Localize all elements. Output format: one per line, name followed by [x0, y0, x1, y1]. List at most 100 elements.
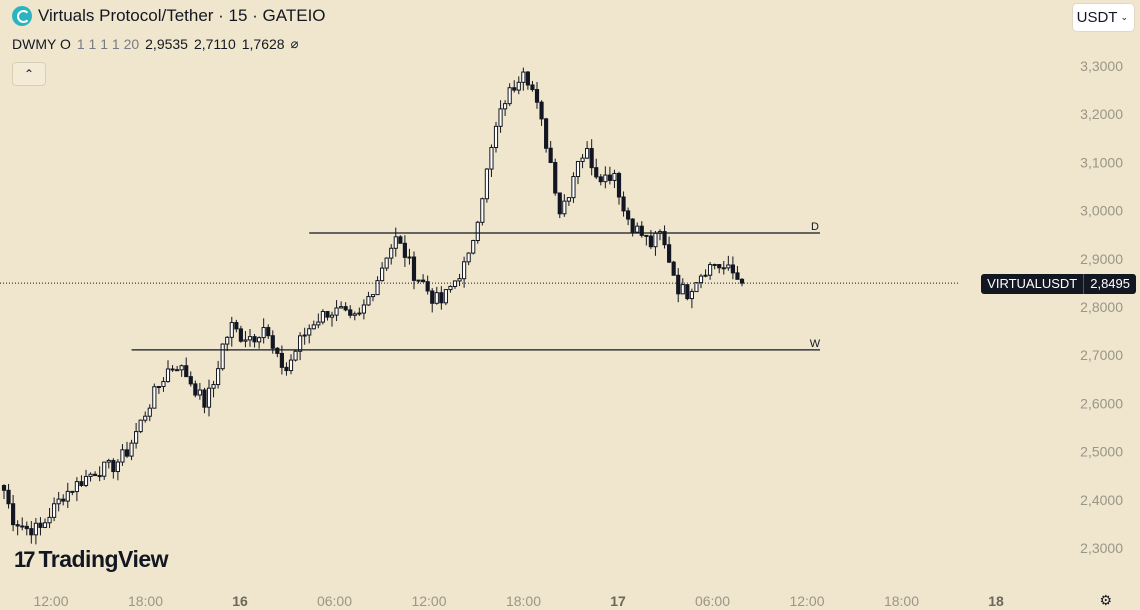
candle-up[interactable]	[562, 200, 567, 215]
candle-down[interactable]	[430, 290, 435, 304]
candle-up[interactable]	[147, 407, 152, 417]
candle-up[interactable]	[498, 108, 503, 127]
candle-up[interactable]	[689, 291, 694, 300]
candle-down[interactable]	[93, 473, 98, 477]
candle-down[interactable]	[348, 309, 353, 316]
collapse-legend-button[interactable]: ⌃	[12, 62, 46, 86]
candle-down[interactable]	[202, 389, 207, 408]
candle-down[interactable]	[238, 328, 243, 342]
candle-up[interactable]	[489, 146, 494, 170]
candle-up[interactable]	[448, 285, 453, 291]
candle-down[interactable]	[1, 484, 7, 491]
candle-up[interactable]	[443, 289, 448, 304]
candle-up[interactable]	[220, 343, 225, 370]
candle-up[interactable]	[434, 292, 439, 304]
candle-down[interactable]	[667, 244, 672, 263]
candle-down[interactable]	[252, 336, 257, 343]
candle-up[interactable]	[179, 365, 184, 371]
candle-down[interactable]	[175, 369, 180, 372]
candle-down[interactable]	[685, 284, 690, 300]
candle-down[interactable]	[594, 167, 599, 178]
candle-up[interactable]	[156, 386, 161, 389]
candle-down[interactable]	[421, 279, 426, 283]
candle-up[interactable]	[56, 498, 61, 505]
candle-up[interactable]	[316, 321, 321, 326]
candle-down[interactable]	[343, 306, 348, 311]
candle-down[interactable]	[425, 281, 430, 292]
candle-up[interactable]	[152, 386, 157, 409]
candle-up[interactable]	[380, 267, 385, 282]
candle-up[interactable]	[361, 304, 366, 314]
candle-up[interactable]	[452, 280, 458, 287]
candle-up[interactable]	[462, 261, 467, 280]
candle-down[interactable]	[630, 218, 635, 233]
candle-down[interactable]	[607, 174, 612, 181]
candle-down[interactable]	[188, 376, 193, 385]
candle-up[interactable]	[120, 449, 125, 463]
candle-down[interactable]	[398, 236, 403, 244]
candle-down[interactable]	[20, 525, 25, 528]
candle-down[interactable]	[525, 71, 530, 86]
candle-up[interactable]	[129, 442, 134, 457]
tradingview-logo[interactable]: 17 TradingView	[14, 546, 169, 573]
candle-up[interactable]	[52, 503, 57, 518]
candle-down[interactable]	[639, 225, 644, 236]
candle-up[interactable]	[293, 350, 298, 361]
indicator-name[interactable]: DWMY O	[12, 36, 71, 52]
candle-down[interactable]	[24, 525, 29, 530]
candle-down[interactable]	[270, 335, 275, 349]
candle-up[interactable]	[635, 225, 640, 233]
currency-selector[interactable]: USDT ⌄	[1072, 4, 1134, 31]
candle-up[interactable]	[165, 368, 171, 383]
candle-up[interactable]	[585, 148, 590, 159]
candle-down[interactable]	[548, 147, 553, 163]
candle-down[interactable]	[539, 101, 544, 120]
candle-down[interactable]	[284, 366, 289, 372]
candle-up[interactable]	[566, 197, 571, 202]
candle-down[interactable]	[266, 327, 271, 337]
candle-down[interactable]	[193, 383, 198, 396]
candle-up[interactable]	[571, 176, 576, 199]
candle-up[interactable]	[88, 473, 93, 477]
candle-down[interactable]	[170, 368, 175, 371]
candle-up[interactable]	[65, 490, 70, 502]
candle-up[interactable]	[521, 71, 526, 83]
candle-up[interactable]	[243, 339, 248, 342]
candle-down[interactable]	[730, 264, 735, 274]
candle-up[interactable]	[47, 516, 52, 524]
candle-up[interactable]	[575, 160, 581, 178]
candle-down[interactable]	[439, 292, 444, 304]
candle-up[interactable]	[480, 198, 485, 223]
candle-up[interactable]	[302, 334, 307, 337]
candle-down[interactable]	[279, 352, 284, 368]
candle-up[interactable]	[357, 312, 362, 315]
candle-down[interactable]	[325, 311, 330, 318]
candle-down[interactable]	[735, 272, 740, 280]
candle-down[interactable]	[676, 274, 681, 295]
candle-down[interactable]	[97, 475, 102, 478]
candle-down[interactable]	[184, 365, 189, 378]
candle-up[interactable]	[261, 327, 266, 339]
candle-down[interactable]	[512, 87, 517, 91]
candle-down[interactable]	[648, 235, 653, 248]
candle-down[interactable]	[717, 263, 722, 269]
candle-up[interactable]	[134, 431, 139, 444]
candle-up[interactable]	[320, 311, 325, 323]
candle-up[interactable]	[106, 459, 111, 463]
candle-up[interactable]	[102, 461, 107, 477]
candle-up[interactable]	[225, 336, 230, 345]
indicator-legend[interactable]: DWMY O 1 1 1 1 20 2,9535 2,7110 1,7628 ⌀	[12, 36, 298, 52]
candle-down[interactable]	[234, 322, 239, 330]
candle-up[interactable]	[698, 275, 704, 284]
candle-up[interactable]	[366, 296, 371, 306]
candle-up[interactable]	[389, 247, 394, 259]
candle-up[interactable]	[211, 384, 216, 389]
candle-up[interactable]	[307, 328, 312, 336]
candle-down[interactable]	[739, 278, 745, 284]
candle-up[interactable]	[257, 337, 262, 343]
candle-up[interactable]	[475, 221, 480, 242]
candle-up[interactable]	[143, 415, 148, 421]
candle-up[interactable]	[83, 475, 89, 486]
candle-up[interactable]	[516, 81, 521, 91]
